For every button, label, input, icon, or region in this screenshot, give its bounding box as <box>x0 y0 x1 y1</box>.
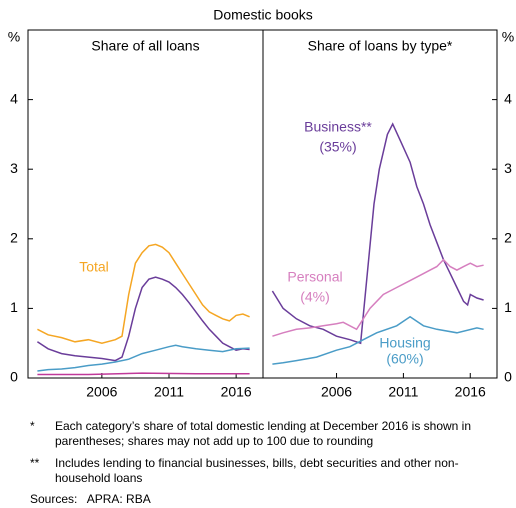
y-tick-label: 0 <box>504 369 512 385</box>
y-tick-label: 1 <box>10 299 18 315</box>
series-line <box>37 372 250 376</box>
panel-title: Share of loans by type* <box>308 38 453 54</box>
y-tick-label: 3 <box>504 160 512 176</box>
y-tick-label: 2 <box>504 230 512 246</box>
x-tick-label: 2011 <box>154 384 184 400</box>
sources: Sources: APRA: RBA <box>30 492 151 506</box>
footnote-text: Includes lending to financial businesses… <box>55 456 459 485</box>
y-unit: % <box>8 29 20 45</box>
subtitle: Domestic books <box>213 7 313 23</box>
y-tick-label: 4 <box>10 90 18 106</box>
y-tick-label: 0 <box>10 369 18 385</box>
y-tick-label: 3 <box>10 160 18 176</box>
chart: Domestic books Share of all loans% 0 1 2 3 4 2… <box>8 7 514 400</box>
y-tick-label: 1 <box>504 299 512 315</box>
series-share: (4%) <box>300 289 330 305</box>
series-label: Personal <box>287 269 342 285</box>
panel-title: Share of all loans <box>91 38 199 54</box>
footnote-marker: * <box>30 419 35 433</box>
x-tick-label: 2016 <box>221 384 252 400</box>
x-tick-label: 2016 <box>455 384 486 400</box>
series-line <box>272 315 484 365</box>
series-line <box>37 344 250 372</box>
series-label: Housing <box>379 335 430 351</box>
x-tick-label: 2006 <box>321 384 352 400</box>
series-line <box>36 276 250 362</box>
series-line <box>37 243 250 344</box>
x-tick-label: 2011 <box>388 384 418 400</box>
series-label: Total <box>79 259 109 275</box>
series-share: (35%) <box>319 139 356 155</box>
footnote-text: Each category’s share of total domestic … <box>55 419 472 448</box>
series-label: Business** <box>304 119 372 135</box>
x-tick-label: 2006 <box>86 384 117 400</box>
y-unit: % <box>502 29 514 45</box>
y-tick-label: 4 <box>504 90 512 106</box>
y-tick-label: 2 <box>10 230 18 246</box>
series-line <box>272 258 484 337</box>
series-line <box>271 122 484 345</box>
series-share: (60%) <box>386 351 423 367</box>
footnote-marker: ** <box>30 456 40 470</box>
